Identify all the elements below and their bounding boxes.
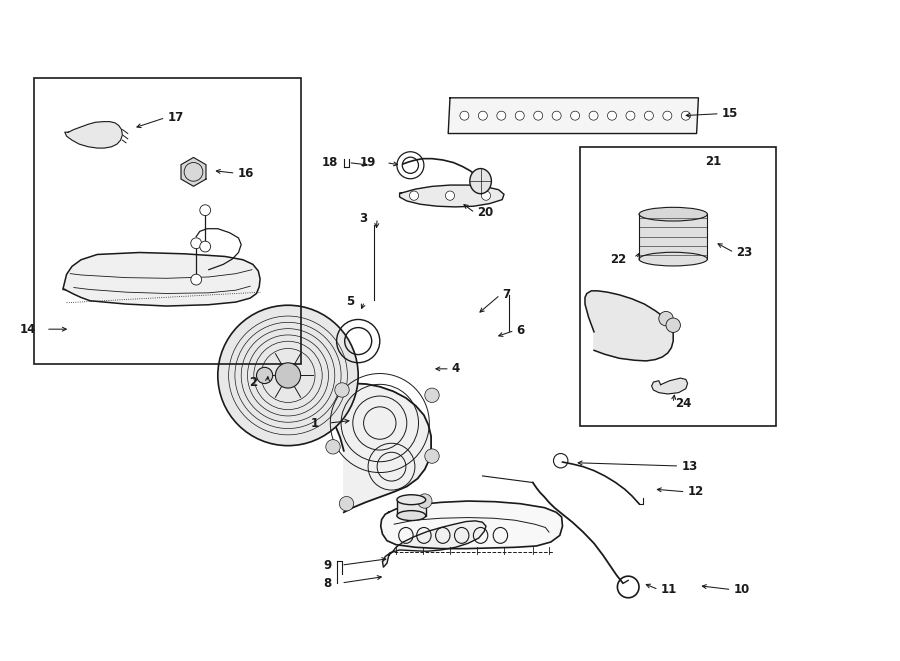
- Circle shape: [497, 111, 506, 120]
- Text: 18: 18: [322, 156, 338, 169]
- Circle shape: [626, 111, 635, 120]
- Circle shape: [571, 111, 580, 120]
- Ellipse shape: [470, 169, 491, 194]
- Circle shape: [666, 318, 680, 332]
- Circle shape: [425, 449, 439, 463]
- Circle shape: [589, 111, 598, 120]
- Text: 5: 5: [346, 295, 355, 308]
- Polygon shape: [585, 291, 673, 361]
- Polygon shape: [65, 122, 122, 148]
- Circle shape: [191, 238, 202, 249]
- Bar: [580, 147, 776, 426]
- Text: 17: 17: [167, 111, 184, 124]
- Circle shape: [326, 440, 340, 454]
- Circle shape: [644, 111, 653, 120]
- Circle shape: [191, 274, 202, 285]
- Bar: [34, 78, 301, 364]
- Text: 7: 7: [502, 288, 510, 301]
- Circle shape: [200, 241, 211, 252]
- Circle shape: [608, 111, 616, 120]
- Circle shape: [200, 205, 211, 215]
- Polygon shape: [330, 383, 431, 512]
- Text: 21: 21: [706, 155, 722, 168]
- Text: 1: 1: [310, 416, 319, 430]
- Ellipse shape: [482, 191, 490, 200]
- Text: 10: 10: [734, 583, 750, 596]
- Circle shape: [335, 383, 349, 397]
- Circle shape: [218, 305, 358, 446]
- Text: 20: 20: [477, 206, 493, 219]
- Polygon shape: [448, 98, 698, 134]
- Ellipse shape: [639, 253, 707, 266]
- Ellipse shape: [410, 191, 418, 200]
- Polygon shape: [381, 501, 562, 549]
- Circle shape: [256, 368, 273, 383]
- Text: 3: 3: [359, 212, 367, 225]
- Polygon shape: [63, 253, 260, 306]
- Circle shape: [662, 111, 671, 120]
- Bar: [639, 214, 707, 259]
- Text: 9: 9: [323, 559, 331, 572]
- Text: 23: 23: [736, 246, 752, 259]
- Ellipse shape: [397, 511, 426, 521]
- Circle shape: [478, 111, 488, 120]
- Circle shape: [339, 496, 354, 511]
- Ellipse shape: [639, 208, 707, 221]
- Circle shape: [553, 111, 562, 120]
- Text: 13: 13: [681, 459, 698, 473]
- Text: 4: 4: [452, 362, 460, 375]
- Text: 14: 14: [20, 323, 36, 336]
- Text: 11: 11: [661, 583, 677, 596]
- Circle shape: [534, 111, 543, 120]
- Ellipse shape: [446, 191, 454, 200]
- Text: 15: 15: [722, 107, 738, 120]
- Circle shape: [681, 111, 690, 120]
- Circle shape: [659, 311, 673, 326]
- Circle shape: [425, 388, 439, 403]
- Ellipse shape: [397, 494, 426, 505]
- Text: 8: 8: [323, 576, 331, 590]
- Text: 19: 19: [360, 156, 376, 169]
- Circle shape: [515, 111, 524, 120]
- Text: 16: 16: [238, 167, 254, 180]
- Circle shape: [418, 494, 432, 508]
- Text: 2: 2: [249, 375, 257, 389]
- Text: 6: 6: [517, 324, 525, 337]
- Polygon shape: [400, 185, 504, 207]
- Text: 22: 22: [610, 253, 626, 266]
- Text: 24: 24: [675, 397, 691, 410]
- Polygon shape: [181, 157, 206, 186]
- Text: 12: 12: [688, 485, 704, 498]
- Polygon shape: [652, 378, 688, 394]
- Circle shape: [460, 111, 469, 120]
- Bar: [397, 500, 426, 516]
- Circle shape: [275, 363, 301, 388]
- Polygon shape: [382, 521, 486, 567]
